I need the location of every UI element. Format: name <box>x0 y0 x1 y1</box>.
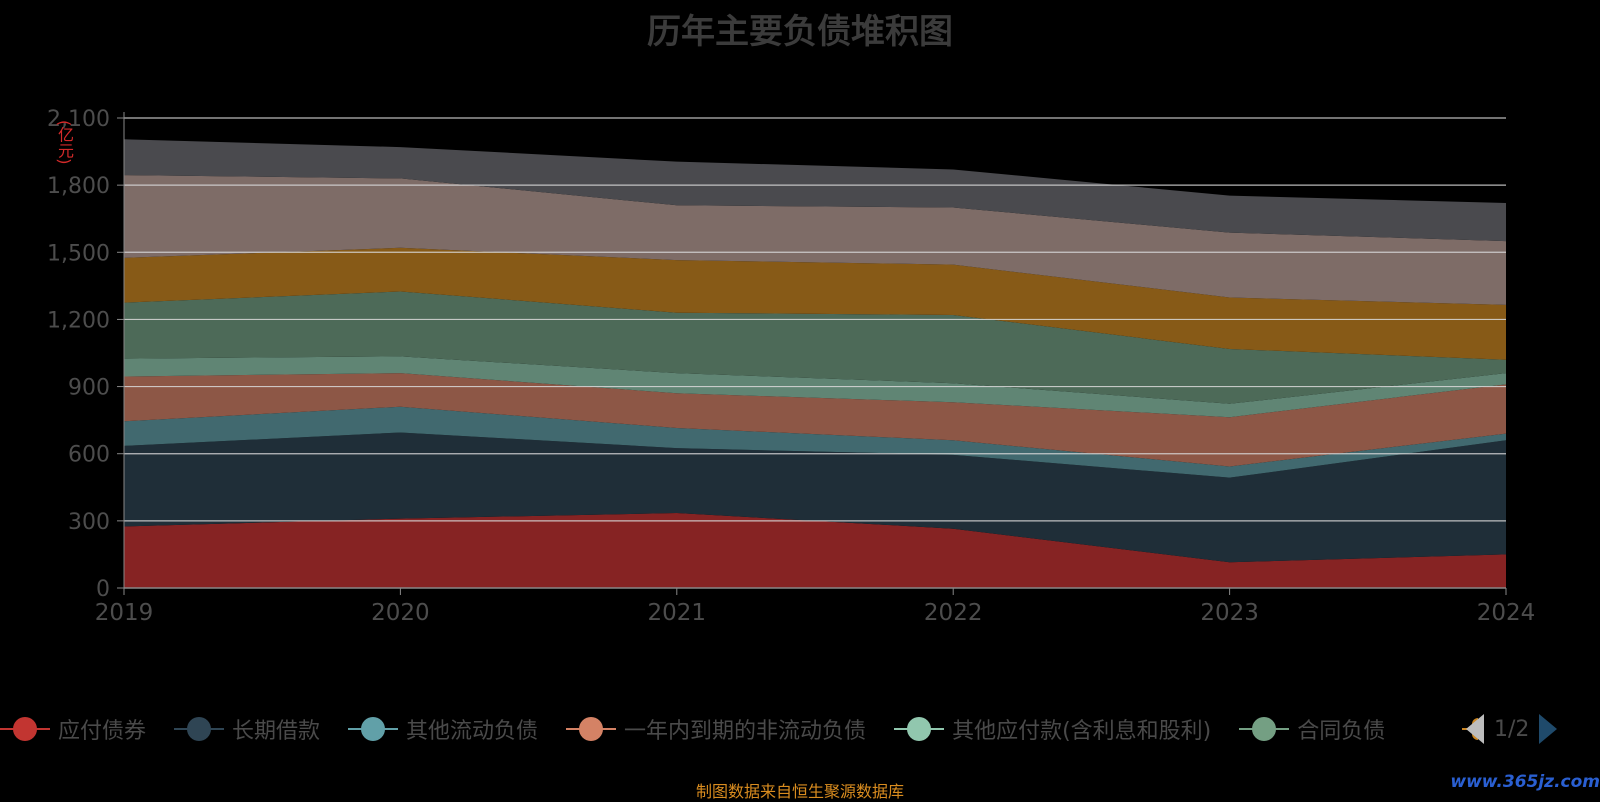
y-tick-label: 0 <box>96 577 110 602</box>
legend-label: 其他应付款(含利息和股利) <box>952 719 1212 744</box>
legend-item[interactable]: 一年内到期的非流动负债 <box>566 712 866 746</box>
y-axis-unit-label: (亿元) <box>55 120 74 165</box>
legend-item[interactable]: 长期借款 <box>174 712 320 746</box>
y-tick-label: 300 <box>68 510 110 535</box>
area-series-7 <box>124 175 1506 305</box>
legend-pager: 1/2 <box>1466 712 1558 746</box>
legend-label: 合同负债 <box>1297 719 1386 744</box>
y-tick-label: 600 <box>68 443 110 468</box>
site-watermark: www.365jz.com <box>1450 772 1600 792</box>
legend-prev-arrow-icon[interactable] <box>1466 714 1484 744</box>
y-tick-label: 1,800 <box>47 174 110 199</box>
legend-marker-icon <box>348 712 399 746</box>
chart-title: 历年主要负债堆积图 <box>647 12 953 52</box>
legend-next-arrow-icon[interactable] <box>1539 714 1558 744</box>
legend-item[interactable]: 应付债券 <box>0 712 146 746</box>
x-tick-label: 2019 <box>95 600 154 626</box>
legend-label: 长期借款 <box>232 719 321 744</box>
legend-marker-icon <box>1239 712 1290 746</box>
legend-item[interactable]: 合同负债 <box>1239 712 1385 746</box>
area-series-2 <box>124 406 1506 478</box>
area-series-3 <box>124 373 1506 467</box>
legend-item[interactable]: 其他流动负债 <box>348 712 538 746</box>
legend-item[interactable]: 其他应付款(含利息和股利) <box>894 712 1211 746</box>
y-tick-label: 1,500 <box>47 241 110 266</box>
data-source-footer: 制图数据来自恒生聚源数据库 <box>695 782 904 801</box>
legend-page-indicator: 1/2 <box>1494 716 1530 742</box>
x-tick-label: 2023 <box>1200 600 1259 626</box>
legend: 应付债券 长期借款 其他流动负债 一年内到期的非流动负债 其他应付款(含利息和股利) 合同… <box>0 712 1600 746</box>
legend-marker-icon <box>566 712 617 746</box>
area-series-0 <box>124 513 1506 588</box>
legend-label: 应付债券 <box>58 719 147 744</box>
y-tick-label: 900 <box>68 376 110 401</box>
legend-marker-icon <box>174 712 225 746</box>
area-series-6 <box>124 247 1506 360</box>
legend-label: 其他流动负债 <box>406 719 539 744</box>
area-series-1 <box>124 432 1506 563</box>
x-tick-label: 2022 <box>924 600 983 626</box>
y-tick-label: 2,100 <box>47 107 110 132</box>
legend-marker-icon <box>0 712 50 746</box>
x-tick-label: 2020 <box>371 600 430 626</box>
x-tick-label: 2024 <box>1477 600 1536 626</box>
area-series-8 <box>124 139 1506 242</box>
y-tick-label: 1,200 <box>47 308 110 333</box>
legend-marker-icon <box>894 712 945 746</box>
x-tick-label: 2021 <box>648 600 707 626</box>
legend-label: 一年内到期的非流动负债 <box>624 719 867 744</box>
